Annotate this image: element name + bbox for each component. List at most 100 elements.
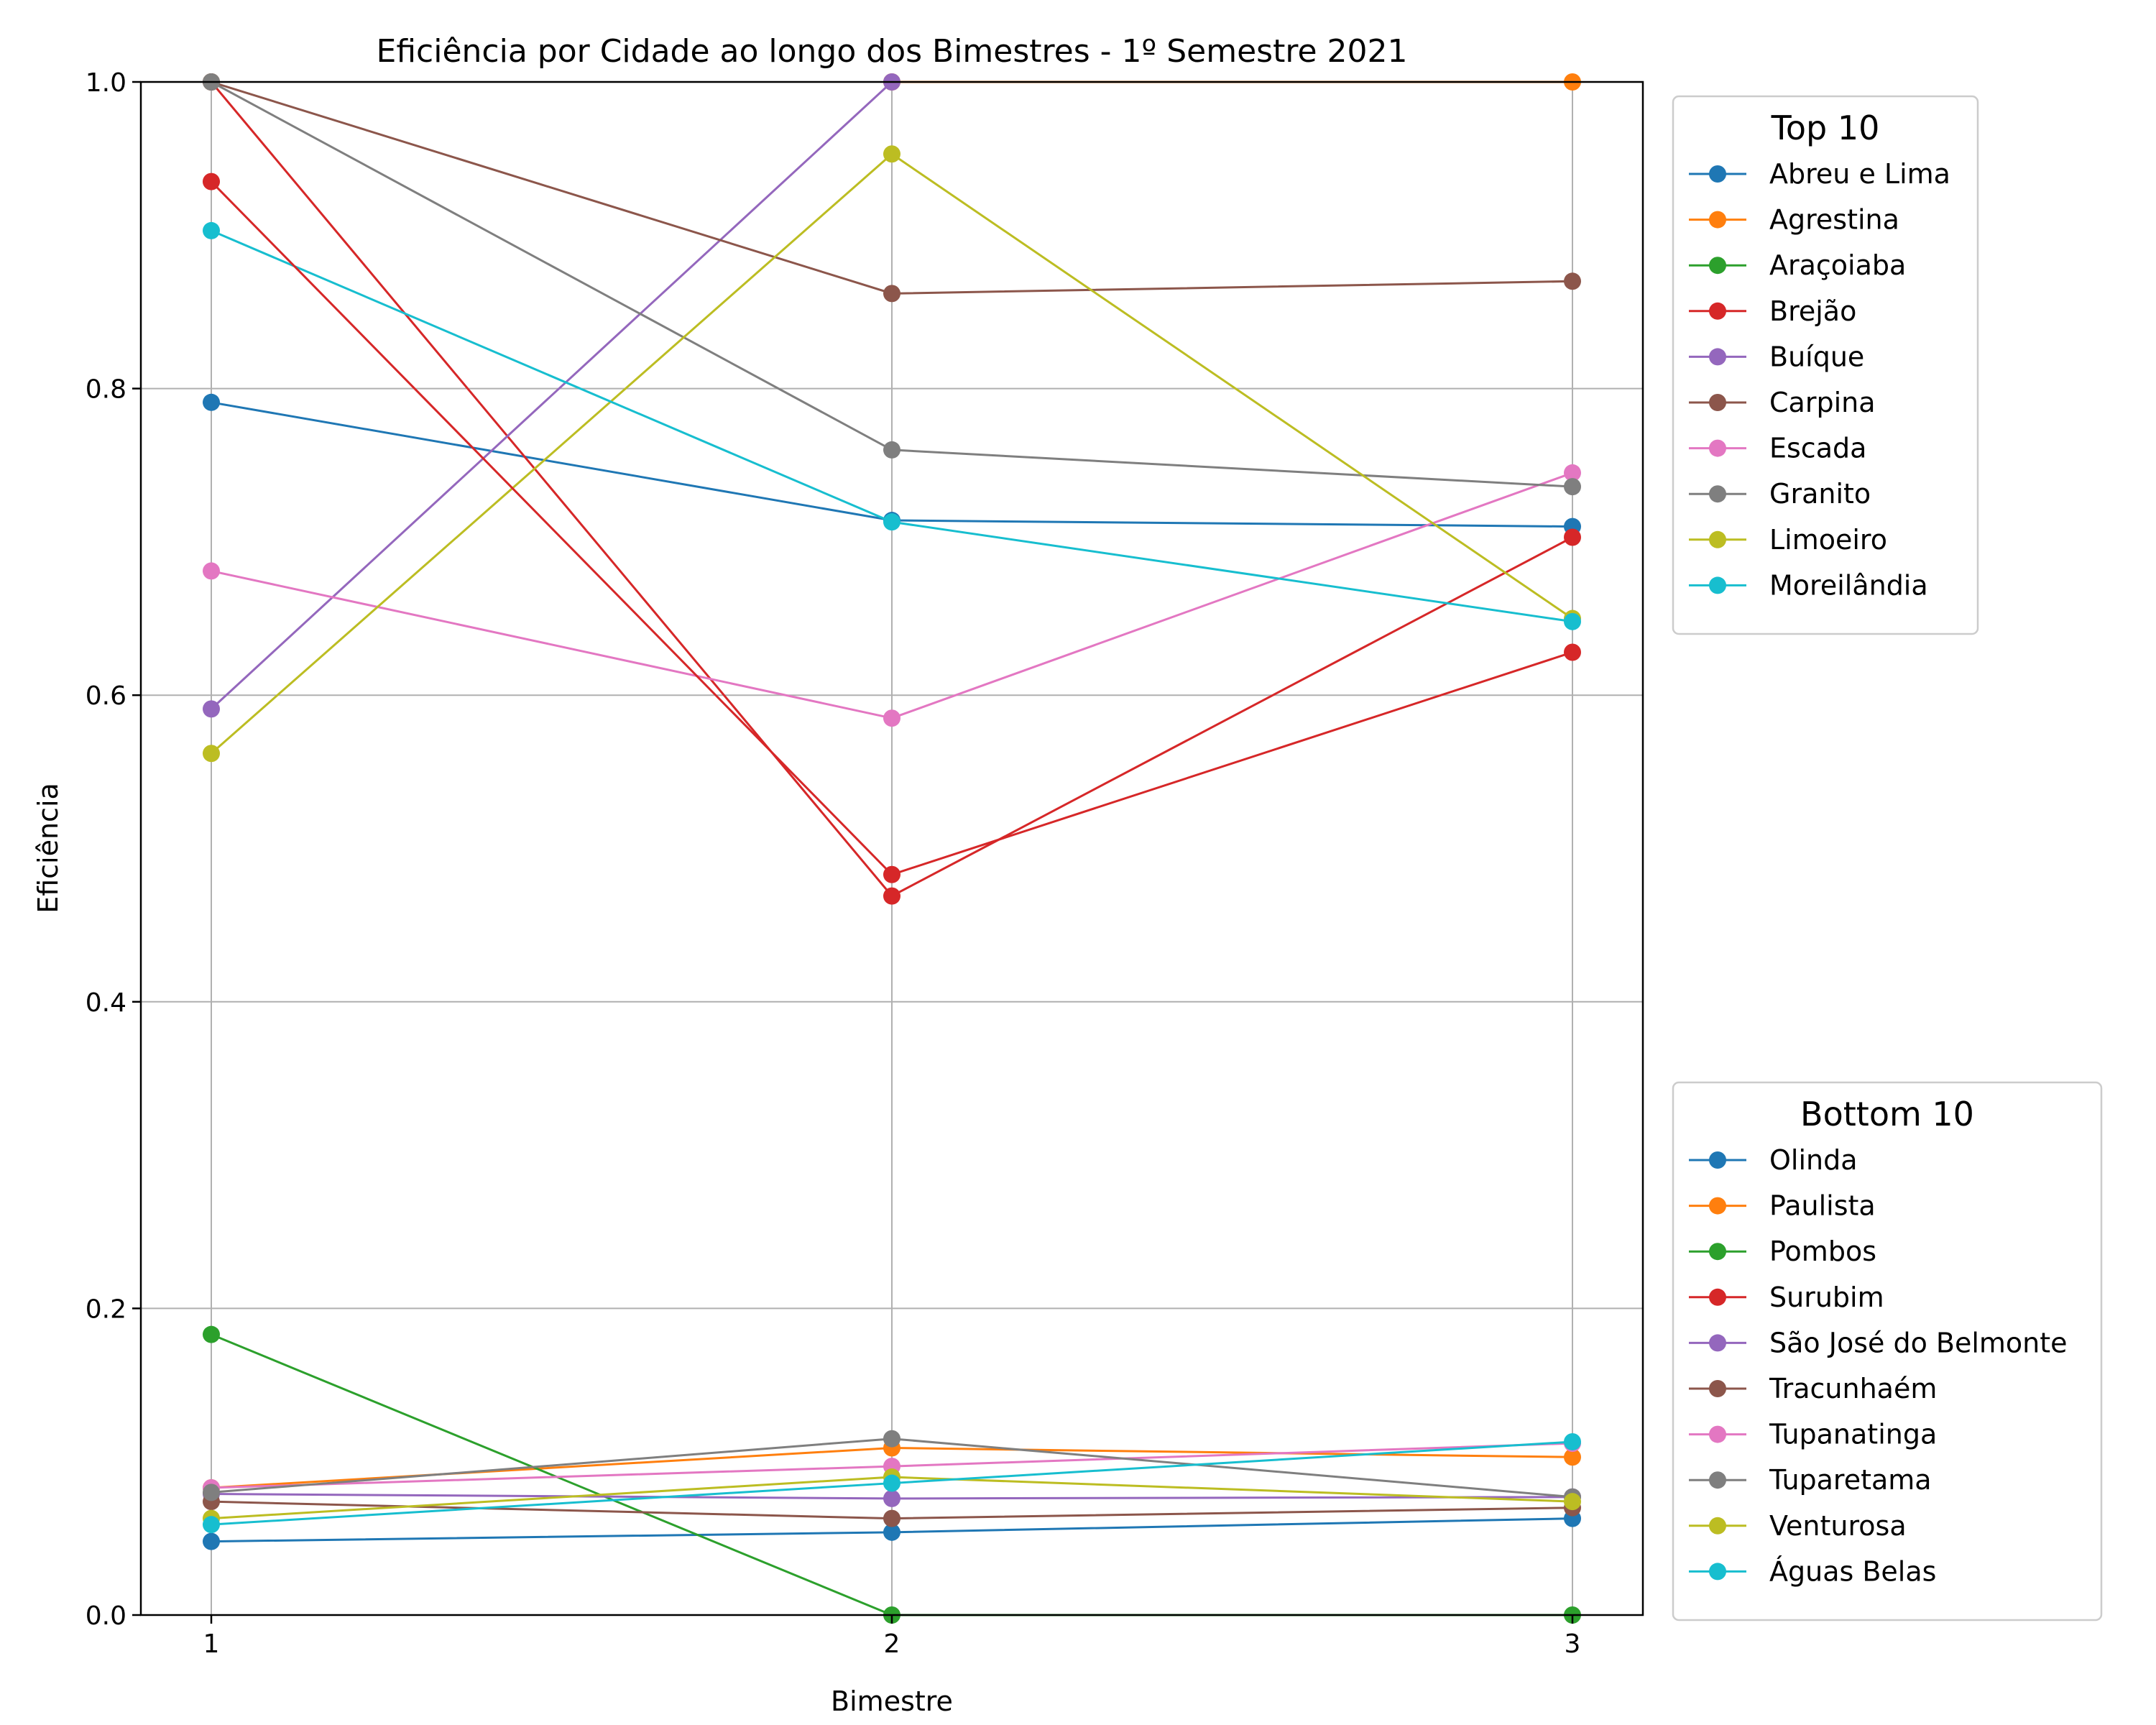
legend-label: Pombos (1769, 1236, 1876, 1267)
data-point (883, 513, 900, 531)
legend-entry: Buíque (1689, 341, 1864, 372)
data-point (883, 285, 900, 303)
legend-label: Brejão (1769, 295, 1856, 327)
legend-marker (1709, 485, 1726, 503)
series-line (210, 80, 893, 710)
data-point (883, 1489, 900, 1507)
x-tick-label: 1 (203, 1629, 220, 1659)
legend-entry: Venturosa (1689, 1510, 1907, 1542)
legend-marker (1709, 530, 1726, 548)
x-axis-label: Bimestre (831, 1685, 953, 1717)
data-point (1564, 1448, 1581, 1466)
chart-title: Eficiência por Cidade ao longo dos Bimes… (377, 33, 1408, 70)
legend-entry: Surubim (1689, 1282, 1884, 1313)
legend-box (1672, 1081, 2103, 1622)
legend-entry: Águas Belas (1689, 1555, 1936, 1587)
data-point (203, 562, 220, 580)
y-tick-label: 0.2 (86, 1294, 126, 1324)
y-tick-label: 1.0 (86, 68, 126, 98)
data-point (1564, 272, 1581, 290)
y-tick-label: 0.6 (86, 681, 126, 711)
y-tick-label: 0.8 (86, 375, 126, 405)
legend-marker (1709, 1151, 1726, 1169)
legend-marker (1709, 1517, 1726, 1535)
legend-entry: Araçoiaba (1689, 249, 1906, 281)
data-point (203, 745, 220, 763)
legend-marker (1709, 302, 1726, 320)
legend-entry: Tracunhaém (1689, 1373, 1937, 1404)
legend-marker (1709, 1563, 1726, 1581)
data-point (883, 1509, 900, 1527)
legend-marker (1709, 1334, 1726, 1352)
legend-entry: São José do Belmonte (1689, 1327, 2068, 1358)
legend-entry: Abreu e Lima (1689, 158, 1950, 190)
series-moreilandia (203, 221, 1581, 630)
legend-marker (1709, 257, 1726, 275)
legend-marker (1709, 1425, 1726, 1443)
x-tick-label: 2 (884, 1629, 900, 1659)
legend-marker (1709, 394, 1726, 411)
legend-label: Surubim (1769, 1282, 1884, 1313)
data-point (203, 700, 220, 718)
data-point (883, 1474, 900, 1492)
legend-label: Paulista (1769, 1190, 1876, 1222)
data-point (883, 1523, 900, 1541)
x-tick-label: 3 (1565, 1629, 1581, 1659)
legend-entry: Carpina (1689, 387, 1876, 418)
legend-label: Abreu e Lima (1769, 158, 1950, 190)
legend-label: Águas Belas (1769, 1555, 1936, 1587)
legend-label: Carpina (1769, 387, 1876, 418)
data-point (203, 393, 220, 411)
data-point (883, 145, 900, 163)
data-point (203, 1484, 220, 1501)
legend-label: São José do Belmonte (1769, 1327, 2068, 1358)
legend-label: Limoeiro (1769, 524, 1887, 556)
legend-marker (1709, 1380, 1726, 1397)
legend-entry: Moreilândia (1689, 569, 1928, 601)
legend-entry: Granito (1689, 478, 1871, 510)
data-point (203, 1532, 220, 1550)
series-escada (203, 464, 1581, 727)
legend-entry: Limoeiro (1689, 524, 1887, 556)
data-point (883, 887, 900, 905)
data-point (1564, 1432, 1581, 1450)
series-aguas-belas (203, 1432, 1581, 1534)
legend-marker (1709, 439, 1726, 457)
legend-entry: Brejão (1689, 295, 1856, 327)
legend-bottom-10: Bottom 10 Olinda Paulista Pombos Surubim São … (1672, 1081, 2103, 1622)
y-axis-label: Eficiência (32, 783, 64, 914)
data-point (1564, 464, 1581, 482)
legend-marker (1709, 1471, 1726, 1489)
y-tick-label: 0.4 (86, 988, 126, 1018)
legend-entry: Agrestina (1689, 204, 1899, 236)
legend-entry: Escada (1689, 433, 1866, 464)
legend-label: Tupanatinga (1769, 1419, 1937, 1450)
series-buique (203, 73, 900, 718)
legend-label: Araçoiaba (1769, 249, 1906, 281)
data-point (883, 441, 900, 459)
legend-label: Escada (1769, 433, 1866, 464)
legend-entry: Tuparetama (1689, 1464, 1932, 1496)
data-point (203, 1325, 220, 1343)
y-tick-label: 0.0 (86, 1601, 126, 1631)
legend-entry: Pombos (1689, 1236, 1876, 1267)
legend-label: Venturosa (1769, 1510, 1907, 1542)
legend-label: Agrestina (1769, 204, 1899, 236)
data-point (883, 709, 900, 727)
legend-marker (1709, 1243, 1726, 1261)
legend-entry: Paulista (1689, 1190, 1876, 1222)
data-point (203, 221, 220, 239)
series-surubim (203, 172, 1581, 883)
legend-marker (1709, 211, 1726, 229)
legend-top-10: Top 10 Abreu e Lima Agrestina Araçoiaba Brej… (1672, 95, 1979, 635)
data-point (203, 1516, 220, 1534)
legend-marker (1709, 576, 1726, 594)
legend-label: Moreilândia (1769, 569, 1928, 601)
legend-label: Olinda (1769, 1144, 1858, 1176)
legend-entry: Tupanatinga (1689, 1419, 1937, 1450)
legend-marker (1709, 165, 1726, 183)
data-point (1564, 612, 1581, 630)
legend-marker (1709, 1288, 1726, 1306)
legends: Top 10 Abreu e Lima Agrestina Araçoiaba Brej… (1672, 95, 2103, 1622)
legend-label: Tuparetama (1769, 1464, 1932, 1496)
